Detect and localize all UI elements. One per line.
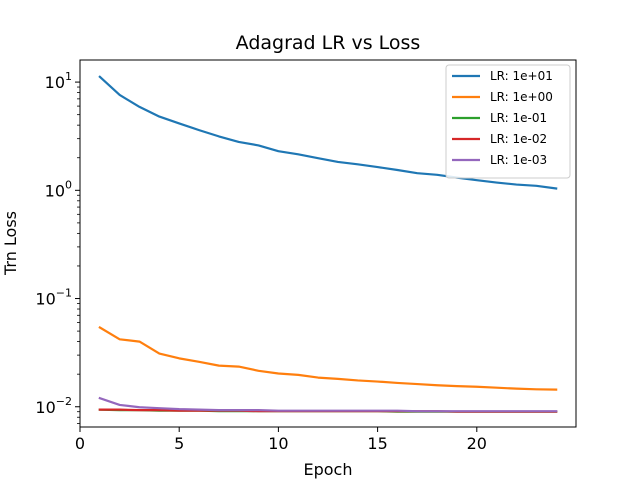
x-axis: 0 5 10 15 20 xyxy=(75,427,487,453)
legend: LR: 1e+01 LR: 1e+00 LR: 1e-01 LR: 1e-02 LR: … xyxy=(445,64,571,179)
x-tick-label: 5 xyxy=(174,434,184,453)
y-axis-label: Trn Loss xyxy=(1,211,20,276)
plot-lines xyxy=(98,75,558,413)
series-line-5 xyxy=(98,396,558,413)
legend-label: LR: 1e-02 xyxy=(490,132,547,146)
series-line-1 xyxy=(98,75,558,190)
series-line-2 xyxy=(98,325,558,391)
legend-label: LR: 1e-03 xyxy=(490,153,547,167)
legend-box xyxy=(445,64,571,179)
legend-label: LR: 1e+01 xyxy=(490,69,553,83)
x-tick-label: 20 xyxy=(467,434,487,453)
x-tick-label: 15 xyxy=(367,434,387,453)
x-axis-label: Epoch xyxy=(304,460,353,479)
chart-title: Adagrad LR vs Loss xyxy=(236,32,421,54)
legend-label: LR: 1e-01 xyxy=(490,111,547,125)
plot-frame xyxy=(79,59,577,428)
legend-label: LR: 1e+00 xyxy=(490,90,553,104)
x-tick-label: 0 xyxy=(75,434,85,453)
x-tick-label: 10 xyxy=(268,434,288,453)
